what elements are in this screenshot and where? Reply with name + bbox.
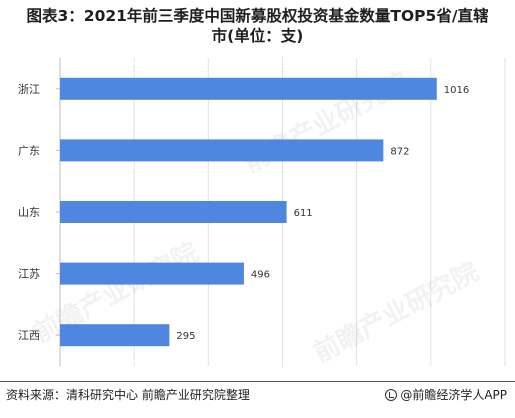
brand-label: @前瞻经济学人APP bbox=[400, 388, 507, 402]
category-label: 广东 bbox=[18, 144, 40, 157]
bar-1 bbox=[60, 77, 437, 100]
bar-5 bbox=[60, 324, 170, 347]
category-label: 江苏 bbox=[18, 268, 40, 281]
category-label: 江西 bbox=[18, 329, 40, 342]
data-label: 1016 bbox=[444, 85, 469, 96]
category-label: 山东 bbox=[18, 206, 40, 219]
data-label: 611 bbox=[294, 208, 313, 219]
chart-title-line1: 图表3：2021年前三季度中国新募股权投资基金数量TOP5省/直辖 bbox=[26, 7, 489, 25]
data-label: 496 bbox=[251, 270, 270, 281]
brand-credit: @前瞻经济学人APP bbox=[385, 386, 507, 403]
chart-title: 图表3：2021年前三季度中国新募股权投资基金数量TOP5省/直辖 市(单位：支… bbox=[0, 6, 515, 46]
brand-logo-icon bbox=[385, 388, 398, 401]
data-label: 872 bbox=[390, 146, 409, 157]
bar-4 bbox=[60, 262, 244, 285]
bar-3 bbox=[60, 201, 287, 223]
bar-2 bbox=[60, 139, 384, 162]
category-label: 浙江 bbox=[18, 83, 40, 96]
footer-divider bbox=[0, 381, 515, 382]
chart-title-line2: 市(单位：支) bbox=[211, 27, 304, 45]
watermark-text: 前瞻产业研究院 bbox=[308, 256, 483, 369]
data-label: 295 bbox=[176, 331, 195, 342]
source-note: 资料来源：清科研究中心 前瞻产业研究院整理 bbox=[6, 388, 250, 402]
